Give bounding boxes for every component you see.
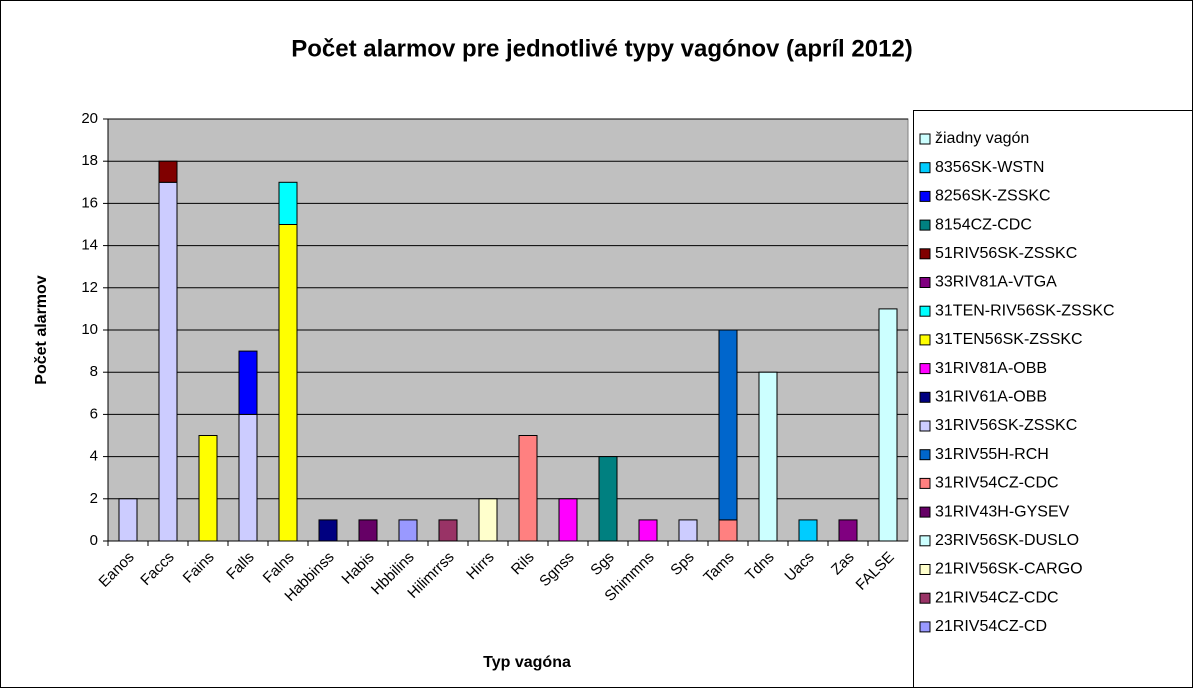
legend-label: 21RIV54CZ-CD bbox=[935, 618, 1047, 635]
legend-label: 31TEN-RIV56SK-ZSSKC bbox=[935, 302, 1115, 319]
legend-swatch bbox=[919, 334, 931, 346]
legend-label: 31RIV56SK-ZSSKC bbox=[935, 417, 1077, 434]
bar-segment bbox=[398, 519, 418, 542]
legend-label: 8356SK-WSTN bbox=[935, 159, 1044, 176]
legend-swatch bbox=[919, 363, 931, 375]
legend-swatch bbox=[919, 219, 931, 231]
bar-segment bbox=[518, 435, 538, 542]
y-tick-label: 16 bbox=[81, 194, 98, 211]
bar-segment bbox=[358, 519, 378, 542]
legend-label: 8256SK-ZSSKC bbox=[935, 188, 1051, 205]
bar-segment bbox=[278, 181, 298, 226]
bar-segment bbox=[558, 498, 578, 542]
legend-swatch bbox=[919, 621, 931, 633]
y-tick-label: 6 bbox=[90, 405, 98, 422]
x-axis-title: Typ vagóna bbox=[483, 654, 571, 671]
y-tick-label: 14 bbox=[81, 237, 98, 254]
legend-swatch bbox=[919, 535, 931, 547]
y-tick-label: 18 bbox=[81, 152, 98, 169]
legend-swatch bbox=[919, 592, 931, 604]
legend-label: 21RIV54CZ-CDC bbox=[935, 589, 1059, 606]
bar-segment bbox=[478, 498, 498, 542]
y-tick-label: 10 bbox=[81, 321, 98, 338]
bar-segment bbox=[158, 160, 178, 183]
bar-segment bbox=[718, 329, 738, 521]
legend-swatch bbox=[919, 564, 931, 575]
bar-segment bbox=[798, 519, 818, 542]
bar-segment bbox=[598, 456, 618, 542]
legend-box bbox=[913, 110, 1193, 688]
legend-label: 21RIV56SK-CARGO bbox=[935, 561, 1083, 578]
y-tick-label: 20 bbox=[81, 110, 98, 127]
legend-swatch bbox=[919, 391, 931, 403]
chart-title: Počet alarmov pre jednotlivé typy vagóno… bbox=[291, 35, 913, 62]
bar-segment bbox=[238, 413, 258, 542]
legend-label: 31TEN56SK-ZSSKC bbox=[935, 331, 1083, 348]
bar-segment bbox=[118, 498, 138, 542]
legend-label: 31RIV43H-GYSEV bbox=[935, 503, 1070, 520]
y-tick-label: 4 bbox=[90, 448, 98, 465]
legend-swatch bbox=[919, 248, 931, 260]
y-axis-title: Počet alarmov bbox=[33, 275, 50, 384]
bar-segment bbox=[318, 519, 338, 542]
legend-swatch bbox=[919, 305, 931, 317]
legend-label: žiadny vagón bbox=[935, 130, 1029, 147]
legend-label: 33RIV81A-VTGA bbox=[935, 274, 1057, 291]
bar-segment bbox=[878, 308, 898, 542]
bar-segment bbox=[838, 519, 858, 542]
y-tick-label: 8 bbox=[90, 363, 98, 380]
bar-segment bbox=[758, 371, 778, 542]
legend-label: 31RIV55H-RCH bbox=[935, 446, 1049, 463]
legend-label: 31RIV81A-OBB bbox=[935, 360, 1047, 377]
bar-segment bbox=[438, 519, 458, 542]
legend-label: 8154CZ-CDC bbox=[935, 216, 1032, 233]
bar-segment bbox=[278, 224, 298, 542]
y-tick-label: 0 bbox=[90, 532, 98, 549]
legend-label: 31RIV61A-OBB bbox=[935, 389, 1047, 406]
bar-segment bbox=[718, 519, 738, 542]
legend-label: 23RIV56SK-DUSLO bbox=[935, 532, 1079, 549]
legend-swatch bbox=[919, 449, 931, 461]
bar-segment bbox=[238, 350, 258, 415]
legend-swatch bbox=[919, 190, 931, 202]
bar-segment bbox=[158, 181, 178, 542]
legend-swatch bbox=[919, 277, 931, 288]
y-tick-label: 2 bbox=[90, 490, 98, 507]
bar-segment bbox=[678, 519, 698, 542]
legend-label: 31RIV54CZ-CDC bbox=[935, 475, 1059, 492]
legend-swatch bbox=[919, 506, 931, 518]
legend-swatch bbox=[919, 133, 931, 145]
legend-swatch bbox=[919, 420, 931, 432]
bar-segment bbox=[198, 435, 218, 542]
bar-segment bbox=[638, 519, 658, 542]
y-tick-label: 12 bbox=[81, 279, 98, 296]
legend-swatch bbox=[919, 162, 931, 174]
legend-label: 51RIV56SK-ZSSKC bbox=[935, 245, 1077, 262]
legend-swatch bbox=[919, 477, 931, 489]
